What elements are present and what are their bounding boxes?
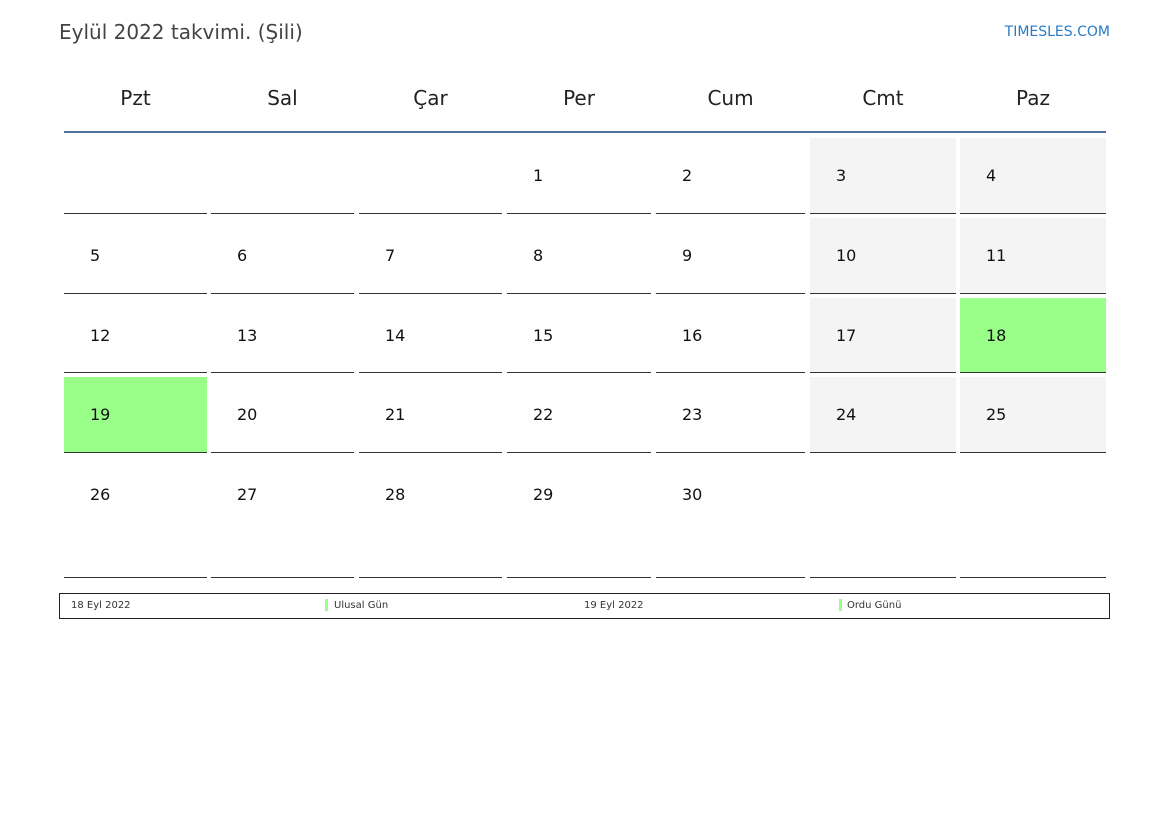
day-number: 17 (836, 326, 857, 345)
day-cell[interactable]: 20 (211, 377, 354, 453)
holiday-color-marker (325, 599, 328, 611)
day-cell[interactable]: 25 (960, 377, 1106, 453)
day-cell[interactable]: 18 (960, 298, 1106, 373)
holiday-color-marker (839, 599, 842, 611)
day-number: 8 (533, 246, 544, 265)
weekday-2: Çar (413, 86, 448, 110)
holiday-legend: 18 Eyl 2022 Ulusal Gün 19 Eyl 2022 Ordu … (59, 593, 1110, 619)
day-cell[interactable]: 5 (64, 218, 207, 294)
day-cell[interactable]: 6 (211, 218, 354, 294)
weekday-3: Per (563, 86, 595, 110)
day-cell[interactable]: 21 (359, 377, 502, 453)
empty-cell (810, 457, 956, 578)
weekday-5: Cmt (862, 86, 904, 110)
day-cell[interactable]: 14 (359, 298, 502, 373)
day-number: 10 (836, 246, 857, 265)
empty-cell (960, 457, 1106, 578)
day-cell[interactable]: 15 (507, 298, 651, 373)
legend-date: 19 Eyl 2022 (584, 600, 644, 611)
day-cell[interactable]: 29 (507, 457, 651, 578)
day-number: 29 (533, 485, 554, 504)
day-cell[interactable]: 27 (211, 457, 354, 578)
day-cell[interactable]: 26 (64, 457, 207, 578)
legend-name: Ordu Günü (847, 600, 902, 611)
day-number: 23 (682, 405, 703, 424)
day-number: 9 (682, 246, 693, 265)
legend-date: 18 Eyl 2022 (71, 600, 131, 611)
page-title: Eylül 2022 takvimi. (Şili) (59, 20, 303, 44)
brand-link[interactable]: TIMESLES.COM (1004, 24, 1110, 40)
empty-cell (64, 138, 207, 214)
legend-name: Ulusal Gün (334, 600, 389, 611)
day-number: 24 (836, 405, 857, 424)
day-cell[interactable]: 22 (507, 377, 651, 453)
day-number: 25 (986, 405, 1007, 424)
header-divider (64, 131, 1106, 133)
day-cell[interactable]: 13 (211, 298, 354, 373)
day-number: 6 (237, 246, 248, 265)
day-cell[interactable]: 10 (810, 218, 956, 294)
day-cell[interactable]: 8 (507, 218, 651, 294)
day-number: 30 (682, 485, 703, 504)
day-cell[interactable]: 4 (960, 138, 1106, 214)
day-cell[interactable]: 24 (810, 377, 956, 453)
day-number: 3 (836, 166, 847, 185)
day-cell[interactable]: 11 (960, 218, 1106, 294)
day-cell[interactable]: 28 (359, 457, 502, 578)
empty-cell (211, 138, 354, 214)
day-number: 13 (237, 326, 258, 345)
day-number: 12 (90, 326, 111, 345)
weekday-1: Sal (267, 86, 298, 110)
day-cell[interactable]: 9 (656, 218, 805, 294)
day-number: 19 (90, 405, 111, 424)
day-number: 27 (237, 485, 258, 504)
day-cell[interactable]: 16 (656, 298, 805, 373)
day-number: 7 (385, 246, 396, 265)
day-cell[interactable]: 2 (656, 138, 805, 214)
day-cell[interactable]: 30 (656, 457, 805, 578)
day-cell[interactable]: 19 (64, 377, 207, 453)
day-number: 1 (533, 166, 544, 185)
day-number: 2 (682, 166, 693, 185)
weekday-0: Pzt (120, 86, 151, 110)
day-number: 28 (385, 485, 406, 504)
day-number: 4 (986, 166, 997, 185)
day-number: 14 (385, 326, 406, 345)
day-cell[interactable]: 1 (507, 138, 651, 214)
day-cell[interactable]: 3 (810, 138, 956, 214)
day-number: 15 (533, 326, 554, 345)
weekday-4: Cum (707, 86, 754, 110)
day-number: 18 (986, 326, 1007, 345)
day-cell[interactable]: 12 (64, 298, 207, 373)
day-number: 22 (533, 405, 554, 424)
weekday-6: Paz (1016, 86, 1050, 110)
day-number: 5 (90, 246, 101, 265)
day-number: 11 (986, 246, 1007, 265)
day-number: 26 (90, 485, 111, 504)
day-number: 16 (682, 326, 703, 345)
day-cell[interactable]: 7 (359, 218, 502, 294)
empty-cell (359, 138, 502, 214)
day-cell[interactable]: 23 (656, 377, 805, 453)
day-cell[interactable]: 17 (810, 298, 956, 373)
day-number: 20 (237, 405, 258, 424)
day-number: 21 (385, 405, 406, 424)
